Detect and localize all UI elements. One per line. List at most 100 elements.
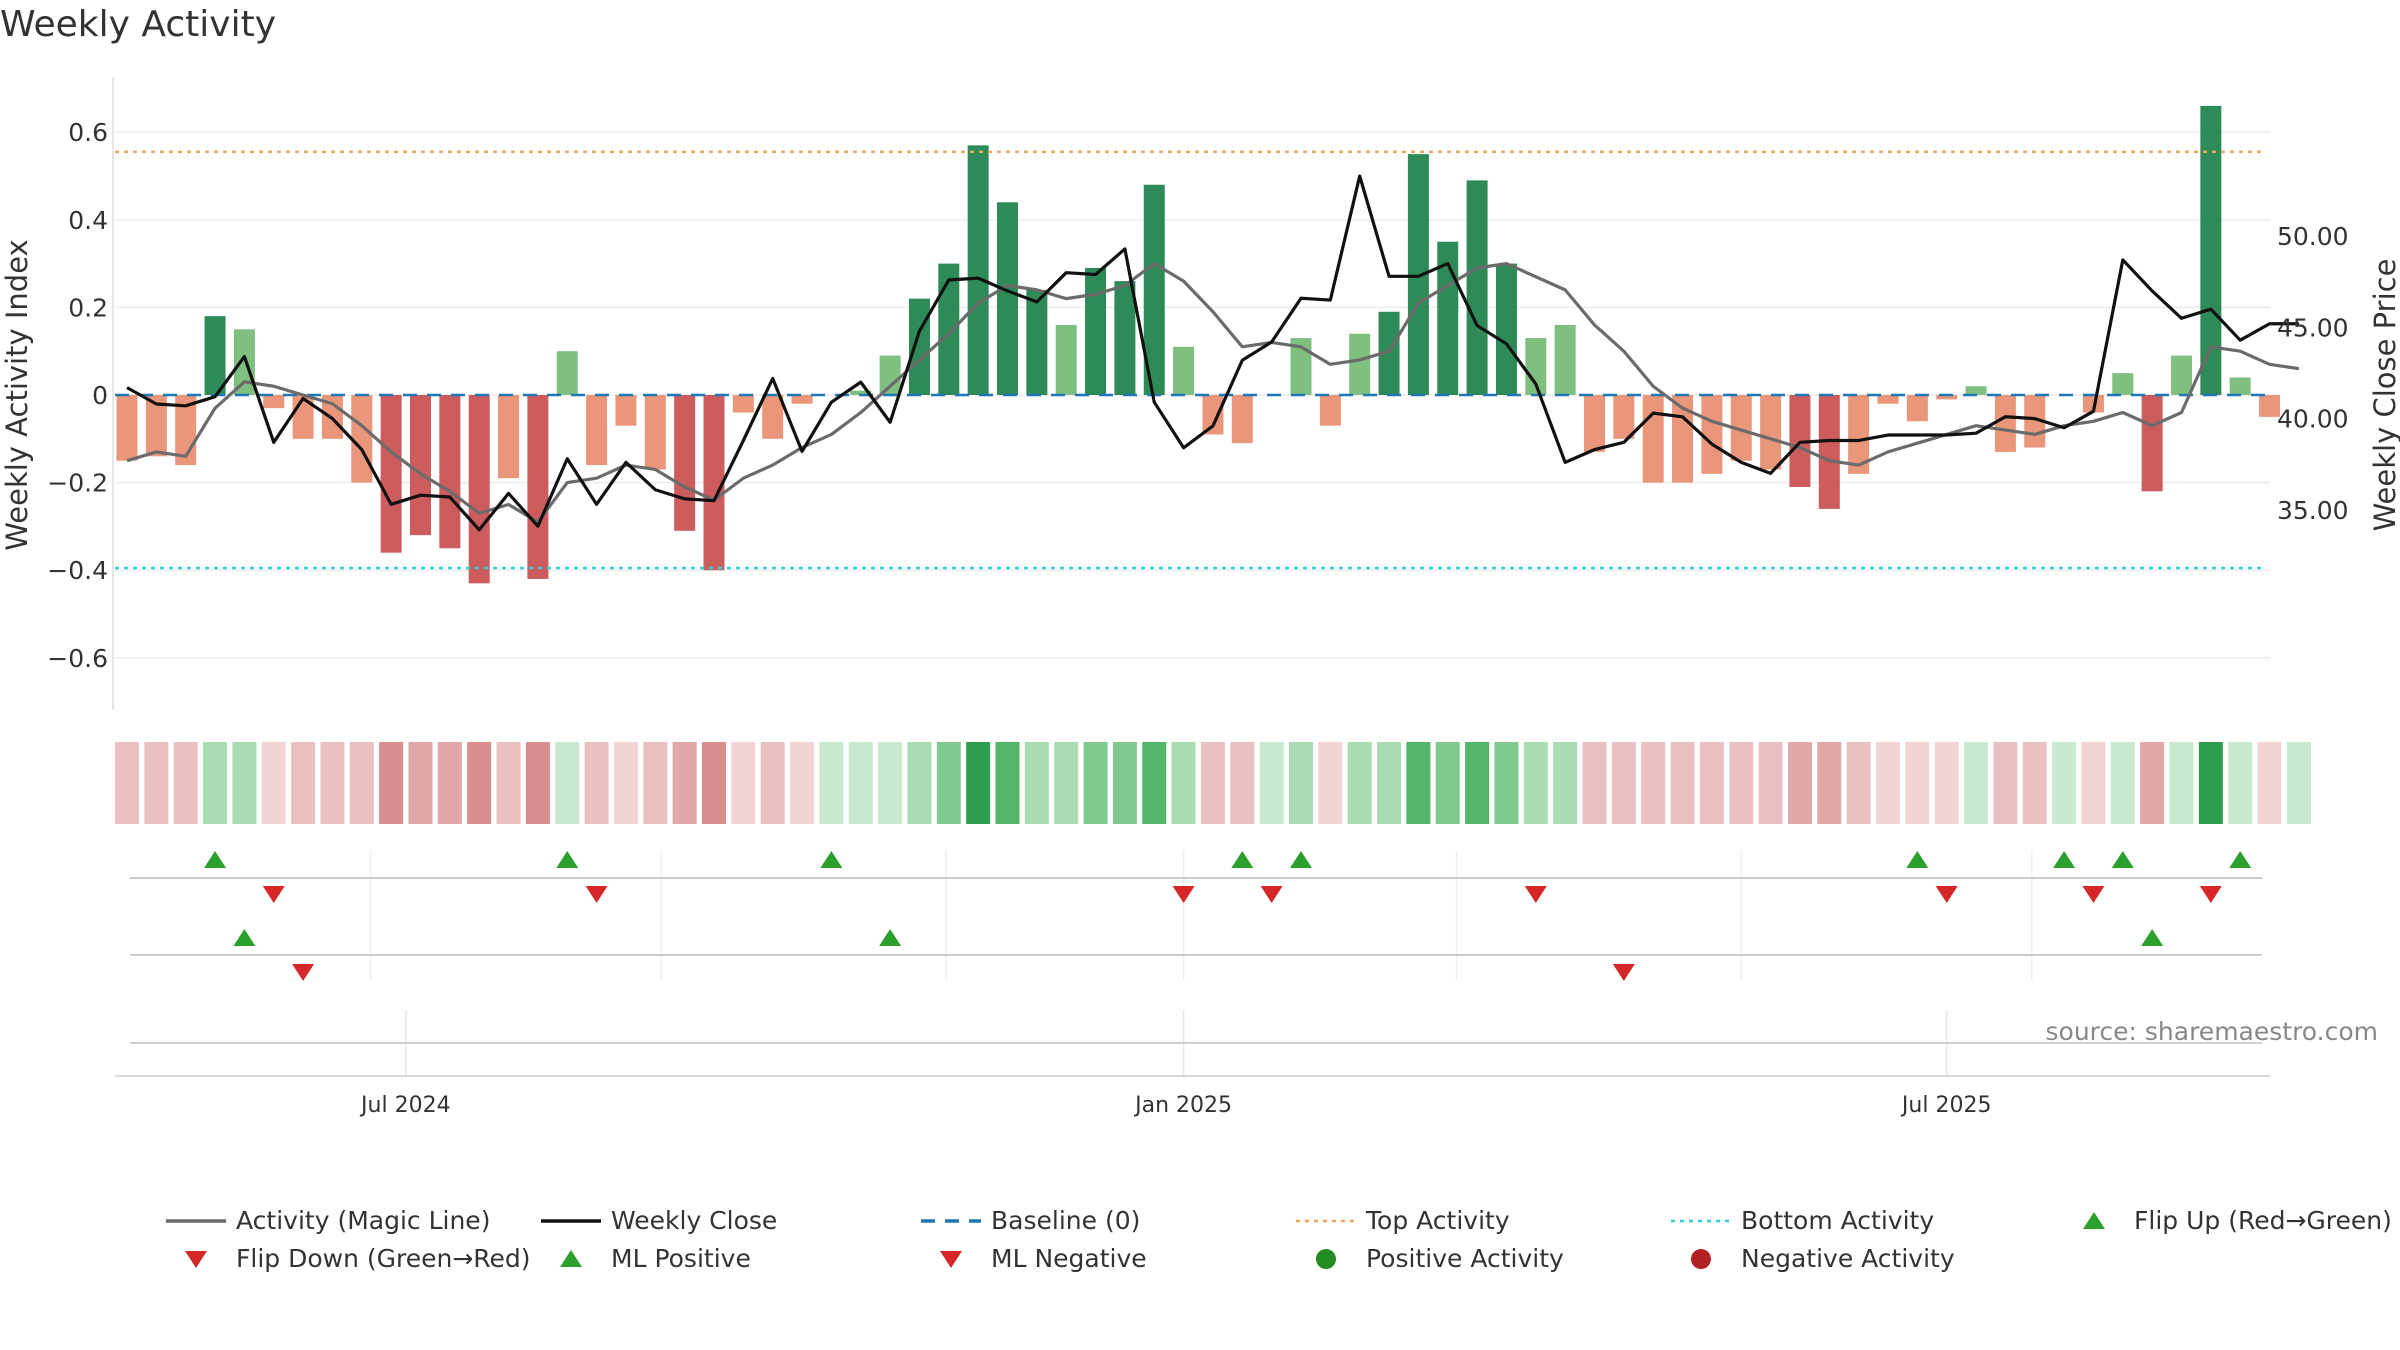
activity-bar	[1584, 395, 1605, 452]
heat-cell	[1054, 742, 1079, 824]
activity-bar	[2229, 377, 2251, 395]
y-tick-label: −0.6	[47, 644, 108, 673]
legend-swatch-close	[541, 1219, 601, 1223]
heat-cell	[995, 742, 1020, 824]
heat-cell	[349, 742, 374, 824]
x-tick-label: Jul 2025	[1900, 1093, 1992, 1118]
heat-cell	[848, 742, 873, 824]
weekly-activity-chart: 0.6 0.4 0.2 0 −0.2 −0.4 −0.6 50.00 45.00 40.00 35.…	[0, 77, 2400, 1118]
activity-bar	[292, 395, 314, 439]
flip-down-marker	[262, 886, 285, 903]
activity-bar	[1818, 395, 1840, 509]
heat-cell	[643, 742, 668, 824]
heat-cell	[203, 742, 228, 824]
heat-cell	[1289, 742, 1313, 824]
gridlines	[115, 131, 2270, 1078]
heat-cell	[408, 742, 433, 824]
heat-cell	[760, 742, 785, 824]
activity-bar	[1525, 338, 1547, 395]
heat-cell	[1993, 742, 2018, 824]
y-tick-label: 0.2	[68, 293, 108, 322]
heat-cell	[1964, 742, 1989, 824]
heat-cell	[1435, 742, 1460, 824]
activity-bar	[997, 202, 1018, 395]
heat-cell	[2257, 742, 2282, 824]
activity-bars	[116, 105, 2310, 584]
heat-cell	[1582, 742, 1607, 824]
heat-cell	[1729, 742, 1754, 824]
heat-cell	[2169, 742, 2194, 824]
activity-bar	[586, 395, 608, 466]
activity-bar	[2171, 355, 2192, 395]
flip-down-marker	[2199, 886, 2222, 903]
heat-cell	[1846, 742, 1871, 824]
heat-cell	[1377, 742, 1402, 824]
heat-cell	[1876, 742, 1900, 824]
activity-bar	[791, 395, 813, 404]
heat-cell	[878, 742, 903, 824]
y2-tick-label: 40.00	[2277, 405, 2349, 434]
activity-bar	[204, 316, 226, 395]
heat-cell	[966, 742, 991, 824]
heat-cell	[819, 742, 844, 824]
flip-up-marker	[556, 851, 579, 868]
heat-cell	[1406, 742, 1431, 824]
activity-bar	[1349, 333, 1371, 395]
legend-swatch-mlpos	[560, 1250, 582, 1267]
legend-label: Negative Activity	[1741, 1244, 1955, 1273]
heat-cell	[584, 742, 609, 824]
activity-bar	[145, 395, 167, 457]
y-tick-label: −0.2	[47, 469, 108, 498]
legend-swatch-flipup	[2083, 1212, 2105, 1229]
flip-down-marker	[585, 886, 608, 903]
activity-bar	[762, 395, 784, 439]
heat-cell	[1347, 742, 1372, 824]
heat-cell	[1641, 742, 1666, 824]
heat-cell	[731, 742, 756, 824]
activity-bar	[1319, 395, 1341, 426]
activity-bar	[967, 145, 989, 395]
heat-cell	[1465, 742, 1490, 824]
heat-cell	[1024, 742, 1049, 824]
heat-cell	[144, 742, 169, 824]
activity-bar	[1848, 395, 1870, 474]
flip-up-marker	[2053, 851, 2076, 868]
heat-cell	[1553, 742, 1578, 824]
activity-bar	[938, 263, 960, 395]
heat-cell	[1083, 742, 1108, 824]
legend-label: Positive Activity	[1366, 1244, 1564, 1273]
activity-bar	[644, 395, 666, 470]
activity-bar	[1554, 324, 1576, 395]
heat-cell	[1611, 742, 1636, 824]
heat-cell	[790, 742, 815, 824]
activity-bar	[380, 395, 402, 553]
activity-bar	[1202, 395, 1224, 435]
weekly-close-line	[126, 174, 2299, 532]
heat-cell	[115, 742, 139, 824]
heat-cell	[1817, 742, 1842, 824]
activity-bar	[1437, 241, 1459, 395]
activity-bar	[879, 355, 901, 395]
heat-cell	[320, 742, 345, 824]
flip-down-marker	[1935, 886, 1958, 903]
heat-cell	[1494, 742, 1519, 824]
ml-negative-marker	[292, 964, 315, 981]
source-note: source: sharemaestro.com	[2046, 1017, 2379, 1046]
flip-down-marker	[2082, 886, 2105, 903]
heat-cell	[2022, 742, 2047, 824]
activity-bar	[410, 395, 431, 536]
activity-bar	[1965, 386, 1987, 395]
flip-up-marker	[2229, 851, 2252, 868]
flip-up-marker	[1906, 851, 1929, 868]
activity-bar	[1055, 324, 1077, 395]
heat-cell	[1112, 742, 1137, 824]
activity-bar	[2112, 373, 2134, 395]
heat-cell	[1934, 742, 1959, 824]
y2-tick-label: 50.00	[2277, 222, 2349, 251]
heat-cell	[2286, 742, 2311, 824]
flip-down-marker	[1172, 886, 1195, 903]
heat-cell	[2052, 742, 2077, 824]
activity-bar	[1173, 346, 1195, 395]
activity-bar	[1877, 395, 1899, 404]
flip-up-marker	[1290, 851, 1312, 868]
